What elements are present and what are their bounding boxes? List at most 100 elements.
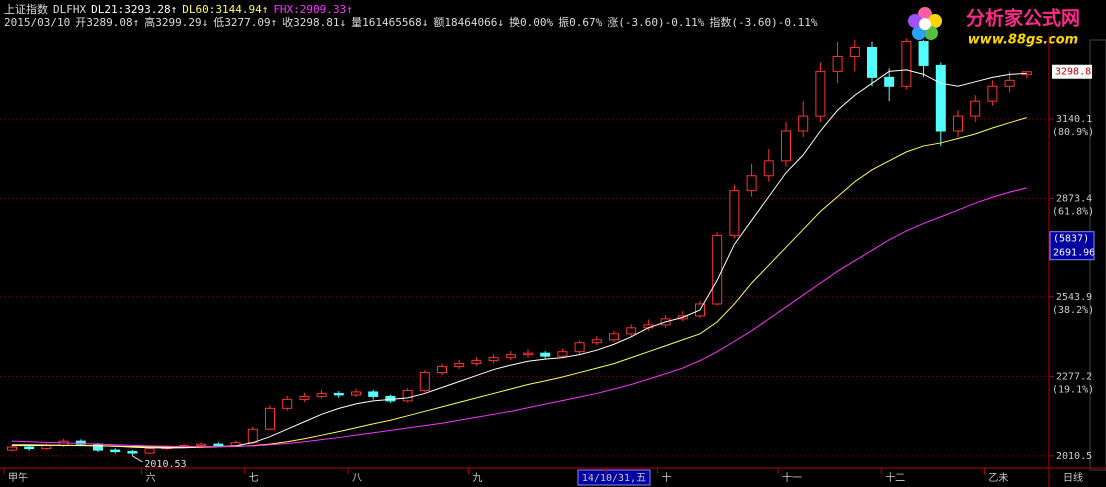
period-label: 日线 [1063, 471, 1083, 484]
candle-body [488, 357, 499, 362]
x-tick-label: 十 [662, 471, 672, 484]
candle-body [93, 443, 103, 451]
legend: 上证指数 DLFHX DL21:3293.28↑ DL60:3144.94↑ FHX:2… [4, 3, 822, 16]
candle-body [471, 360, 482, 365]
quote-item: 换0.00% [509, 16, 554, 29]
x-tick-label: 甲午 [8, 471, 28, 484]
ma-line [12, 69, 1027, 449]
candle-body [609, 333, 619, 341]
legend-entry: DL60:3144.94↑ [182, 3, 269, 16]
candle-body [867, 47, 877, 78]
candle-body [832, 55, 843, 72]
candle-body [505, 354, 516, 359]
candle-body [746, 175, 757, 192]
header: 上证指数 DLFHX DL21:3293.28↑ DL60:3144.94↑ FHX:2… [4, 3, 822, 29]
fib-label: (80.9%) [1052, 127, 1094, 138]
x-tick-label: 八 [352, 473, 362, 484]
candle-body [987, 85, 998, 102]
quote-item: 振0.67% [558, 16, 603, 29]
legend-entry: FHX:2909.33↑ [273, 3, 353, 16]
cursor-volume: (5837) [1053, 234, 1089, 245]
candle-body [523, 352, 533, 356]
last-price-label: 3298.8 [1055, 67, 1091, 78]
candle-body [901, 41, 912, 87]
candle-body [24, 446, 35, 450]
x-tick-label: 十一 [782, 471, 802, 484]
ma-line [12, 117, 1027, 448]
candle-body [953, 115, 963, 132]
y-tick-label: 2873.4 [1056, 194, 1092, 205]
y-tick-label: 2543.9 [1056, 292, 1092, 303]
candle-body [437, 366, 447, 374]
candle-body [970, 100, 981, 117]
candle-body [127, 451, 138, 454]
last-price-box [1052, 64, 1092, 79]
candle-body [574, 342, 585, 353]
candle-body [213, 443, 224, 447]
logo-url: www.88gs.com [968, 33, 1078, 48]
candle-body [626, 327, 637, 335]
x-tick-label: 乙未 [988, 472, 1008, 484]
candle-body [815, 70, 826, 117]
legend-entry: DL21:3293.28↑ [91, 3, 178, 16]
ma-line [11, 187, 1027, 448]
candle-body [368, 391, 379, 397]
cursor-value: 2691.96 [1053, 248, 1095, 259]
candle-body [884, 76, 895, 87]
index-name: 上证指数 [4, 3, 48, 16]
x-tick-label: 七 [249, 472, 259, 484]
cursor-date-box [577, 469, 651, 486]
candle-body [299, 395, 310, 400]
candle-body [935, 64, 946, 132]
y-tick-label: 3140.1 [1056, 114, 1092, 125]
candle-body [75, 440, 86, 445]
fib-label: (61.8%) [1052, 207, 1094, 218]
quote-item: 2015/03/10 [4, 16, 71, 29]
candle-body [7, 446, 17, 451]
quote-item: 涨(-3.60)-0.11% [607, 16, 705, 29]
candle-body [333, 392, 344, 396]
quote-line: 2015/03/10 开3289.08↑ 高3299.29↓ 低3277.09↑ 收32… [4, 16, 822, 29]
candle-body [454, 363, 465, 368]
candle-body [849, 47, 860, 57]
x-tick-label: 六 [146, 472, 156, 484]
quote-item: 额18464066↓ [433, 16, 505, 29]
candle-body [196, 443, 207, 447]
y-tick-label: 2277.2 [1056, 371, 1092, 382]
logo-title: 分析家公式网 [966, 7, 1080, 30]
low-annotation: 2010.53 [144, 459, 186, 470]
candle-body [729, 190, 740, 236]
candle-body [419, 372, 430, 391]
candle-body [41, 445, 52, 450]
candle-body [557, 351, 568, 357]
candle-body [763, 160, 774, 177]
fib-label: (38.2%) [1052, 305, 1094, 316]
candle-body [144, 448, 155, 454]
y-tick-label: 2010.5 [1056, 451, 1092, 462]
candle-body [591, 339, 602, 344]
quote-item: 低3277.09↑ [213, 16, 278, 29]
candle-body [1004, 79, 1015, 87]
fib-label: (19.1%) [1052, 384, 1094, 395]
logo: 分析家公式网 www.88gs.com [908, 7, 1080, 48]
candle-body [781, 130, 791, 162]
x-tick-label: 十二 [885, 471, 905, 484]
quote-item: 收3298.81↓ [282, 16, 347, 29]
quote-item: 开3289.08↑ [75, 16, 140, 29]
quote-item: 量161465568↓ [351, 16, 429, 29]
x-tick-label: 14/10/31,五 [582, 473, 646, 484]
candle-body [247, 428, 258, 444]
candle-body [110, 449, 121, 453]
candle-body [282, 398, 293, 409]
x-tick-label: 九 [472, 472, 482, 484]
candle-body [918, 41, 929, 66]
quote-item: 指数(-3.60)-0.11% [709, 16, 818, 29]
candle-body [265, 407, 275, 430]
cursor-box [1049, 231, 1095, 261]
candle-body [351, 391, 361, 396]
low-pointer [132, 455, 143, 463]
candle-body [316, 392, 327, 397]
candle-body [798, 115, 809, 132]
